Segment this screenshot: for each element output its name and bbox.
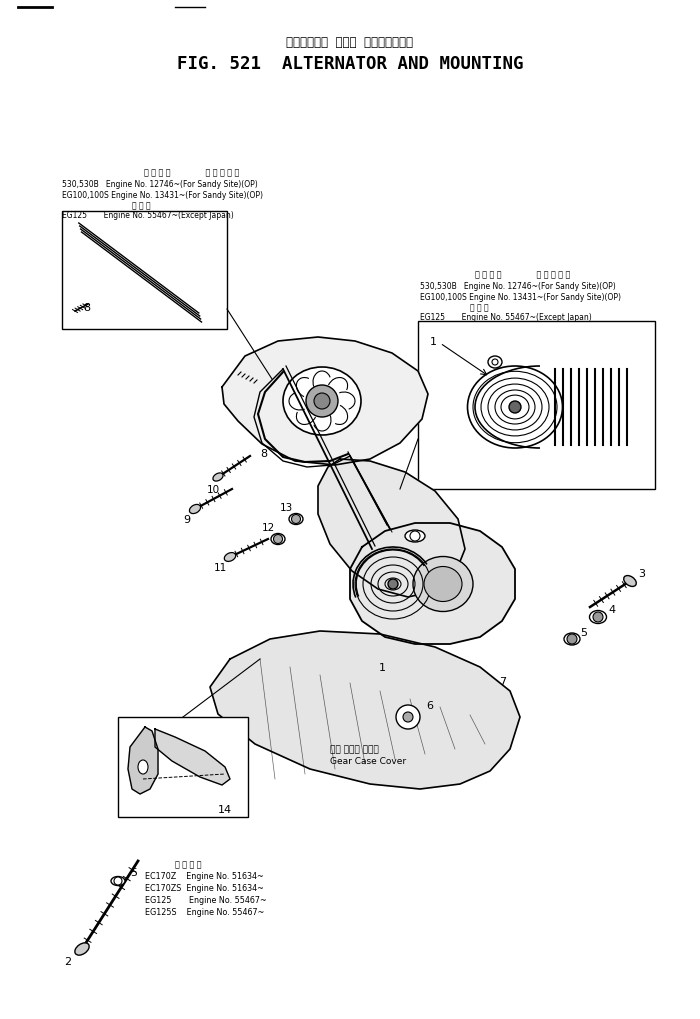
Polygon shape [155,730,230,786]
Text: EC170Z    Engine No. 51634~: EC170Z Engine No. 51634~ [145,871,264,880]
Text: 2: 2 [64,956,71,966]
Circle shape [388,580,398,589]
Text: 5: 5 [580,628,587,637]
Text: 12: 12 [261,523,274,533]
Text: ギヤ ケース カバー: ギヤ ケース カバー [330,745,379,754]
Text: 適 外 用: 適 外 用 [132,201,150,210]
Text: FIG. 521  ALTERNATOR AND MOUNTING: FIG. 521 ALTERNATOR AND MOUNTING [176,55,524,73]
Ellipse shape [405,531,425,542]
Circle shape [492,360,498,366]
Ellipse shape [283,368,361,435]
Ellipse shape [413,557,473,611]
Text: 適 用 号 碼              砂 塵 地 仕 様: 適 用 号 碼 砂 塵 地 仕 様 [144,168,239,177]
Bar [118,717,248,817]
Ellipse shape [564,634,580,645]
Circle shape [410,532,420,541]
Circle shape [274,535,283,544]
Circle shape [403,712,413,722]
Text: Gear Case Cover: Gear Case Cover [330,757,406,765]
Ellipse shape [190,505,201,514]
Ellipse shape [138,760,148,774]
Text: EG125       Engine No. 55467~(Except Japan): EG125 Engine No. 55467~(Except Japan) [420,313,592,322]
Ellipse shape [424,567,462,602]
Text: 4: 4 [608,604,615,614]
Ellipse shape [624,576,636,587]
Circle shape [114,877,122,886]
Circle shape [509,401,521,414]
Text: 8: 8 [83,303,90,313]
Text: 1: 1 [430,336,437,346]
Ellipse shape [289,514,303,525]
Text: 適 外 用: 適 外 用 [470,303,489,312]
Circle shape [396,705,420,730]
Ellipse shape [111,876,125,886]
Text: EG125       Engine No. 55467~: EG125 Engine No. 55467~ [145,895,267,904]
Circle shape [291,515,300,524]
Text: 適 用 号 碼              砂 塵 地 仕 様: 適 用 号 碼 砂 塵 地 仕 様 [475,270,570,279]
Text: 530,530B   Engine No. 12746~(For Sandy Site)(OP): 530,530B Engine No. 12746~(For Sandy Sit… [420,281,616,290]
Circle shape [306,385,338,418]
Text: 10: 10 [206,484,220,494]
Text: 530,530B   Engine No. 12746~(For Sandy Site)(OP): 530,530B Engine No. 12746~(For Sandy Sit… [62,179,258,189]
Text: 9: 9 [183,515,190,525]
Polygon shape [210,632,520,790]
Ellipse shape [224,553,236,561]
Polygon shape [128,728,158,794]
Text: EC170ZS  Engine No. 51634~: EC170ZS Engine No. 51634~ [145,883,264,892]
Bar [418,322,655,489]
Text: 5: 5 [130,867,137,877]
Text: 6: 6 [426,700,433,710]
Ellipse shape [468,367,563,448]
Text: 3: 3 [638,569,645,579]
Text: EG125S    Engine No. 55467~: EG125S Engine No. 55467~ [145,907,265,916]
Bar [62,212,227,330]
Text: EG100,100S Engine No. 13431~(For Sandy Site)(OP): EG100,100S Engine No. 13431~(For Sandy S… [420,292,621,302]
Text: オルタネータ  および  マウンティング: オルタネータ および マウンティング [286,36,414,49]
Text: EG100,100S Engine No. 13431~(For Sandy Site)(OP): EG100,100S Engine No. 13431~(For Sandy S… [62,191,263,200]
Ellipse shape [589,611,606,624]
Polygon shape [350,524,515,644]
Text: 14: 14 [218,804,232,814]
Text: 13: 13 [279,502,293,513]
Text: 7: 7 [499,677,507,687]
Ellipse shape [213,474,223,482]
Circle shape [567,635,577,644]
Ellipse shape [488,357,502,369]
Ellipse shape [75,943,89,955]
Text: EG125       Engine No. 55467~(Except Japan): EG125 Engine No. 55467~(Except Japan) [62,211,234,220]
Text: 11: 11 [214,562,227,573]
Circle shape [593,612,603,623]
Text: 適 用 号 碼: 適 用 号 碼 [175,859,202,868]
Ellipse shape [271,534,285,545]
Polygon shape [318,460,465,597]
Circle shape [314,393,330,410]
Text: 1: 1 [379,662,386,673]
Text: 8: 8 [260,448,267,459]
Polygon shape [222,337,428,466]
